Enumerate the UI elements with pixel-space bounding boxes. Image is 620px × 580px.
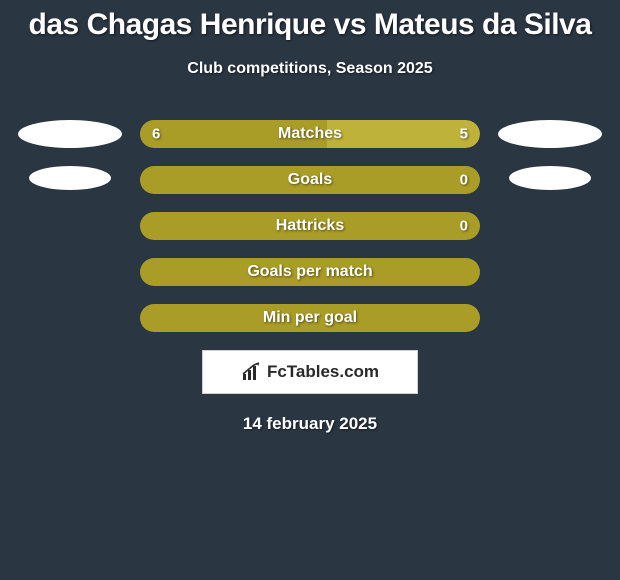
stat-bar: 0 Hattricks [140, 212, 480, 240]
left-spacer [18, 166, 122, 194]
stat-bar: Goals per match [140, 258, 480, 286]
left-spacer [18, 258, 122, 286]
left-spacer [18, 304, 122, 332]
left-spacer [18, 120, 122, 148]
stat-bar: 0 Goals [140, 166, 480, 194]
logo-text: FcTables.com [267, 362, 379, 382]
stat-bar: Min per goal [140, 304, 480, 332]
stat-right-value: 0 [460, 172, 468, 189]
logo-box: FcTables.com [202, 350, 418, 394]
stat-right-value: 0 [460, 218, 468, 235]
stats-container: 6 5 Matches 0 Goals 0 Hattricks Goals per match… [0, 120, 620, 332]
stat-label: Hattricks [276, 217, 344, 235]
stat-label: Matches [278, 125, 342, 143]
stat-label: Min per goal [263, 309, 357, 327]
right-spacer [498, 166, 602, 194]
page-title: das Chagas Henrique vs Mateus da Silva [0, 0, 620, 42]
subtitle: Club competitions, Season 2025 [0, 60, 620, 78]
bar-chart-icon [241, 362, 263, 382]
player-left-icon [29, 166, 111, 190]
left-spacer [18, 212, 122, 240]
player-left-icon [18, 120, 122, 148]
right-spacer [498, 120, 602, 148]
stat-left-value: 6 [152, 126, 160, 143]
stat-right-value: 5 [460, 126, 468, 143]
stat-row: Goals per match [0, 258, 620, 286]
stat-row: 6 5 Matches [0, 120, 620, 148]
stat-label: Goals [288, 171, 332, 189]
right-spacer [498, 304, 602, 332]
stat-row: Min per goal [0, 304, 620, 332]
player-right-icon [509, 166, 591, 190]
stat-row: 0 Hattricks [0, 212, 620, 240]
stat-bar: 6 5 Matches [140, 120, 480, 148]
date-text: 14 february 2025 [0, 414, 620, 434]
player-right-icon [498, 120, 602, 148]
right-spacer [498, 212, 602, 240]
stat-row: 0 Goals [0, 166, 620, 194]
stat-label: Goals per match [247, 263, 372, 281]
right-spacer [498, 258, 602, 286]
